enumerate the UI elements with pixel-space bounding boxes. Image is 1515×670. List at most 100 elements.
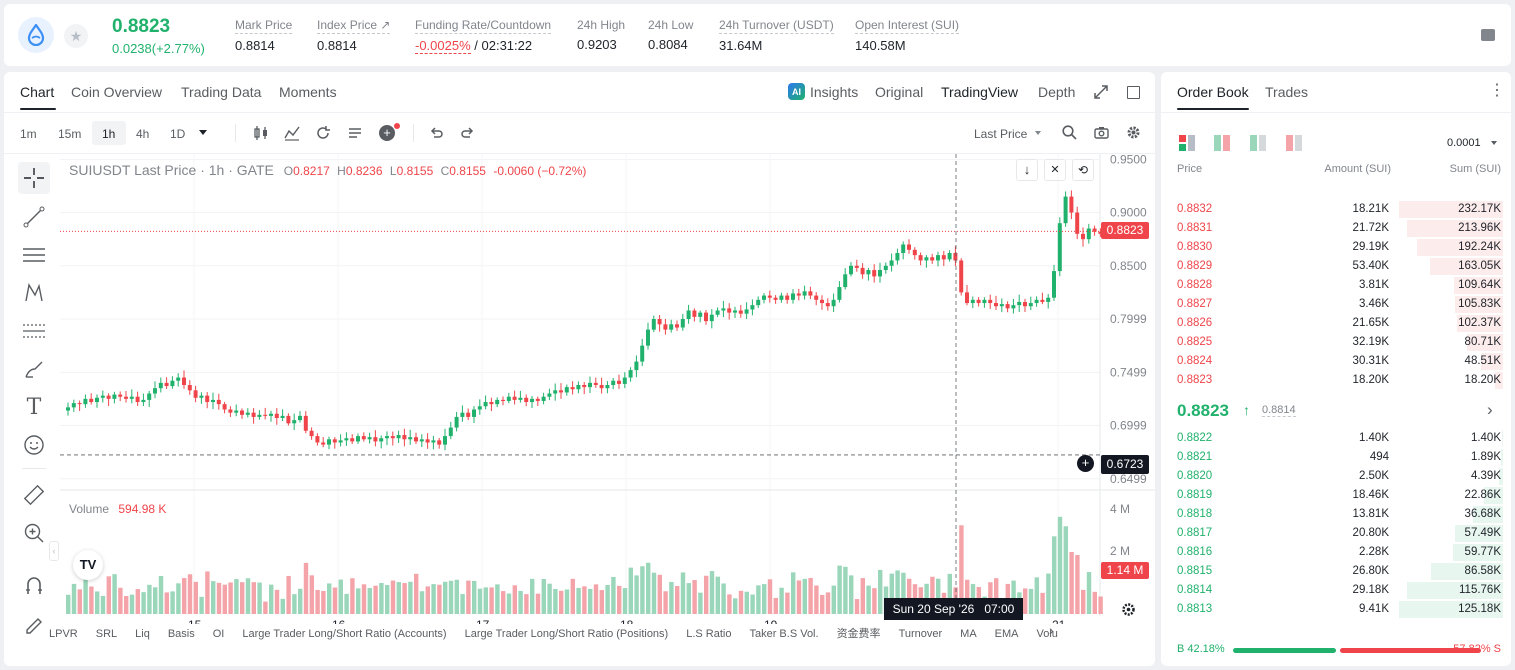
indicator-item[interactable]: Large Trader Long/Short Ratio (Positions… — [464, 628, 669, 640]
bid-row[interactable]: 0.8815 26.80K 86.58K — [1161, 562, 1511, 581]
horizontal-lines-tool-icon[interactable] — [18, 239, 50, 271]
expand-icon[interactable] — [1094, 85, 1108, 102]
indicator-item[interactable]: Large Trader Long/Short Ratio (Accounts) — [242, 628, 447, 640]
ask-row[interactable]: 0.8832 18.21K 232.17K — [1161, 200, 1511, 219]
trendline-tool-icon[interactable] — [18, 201, 50, 233]
bid-row[interactable]: 0.8816 2.28K 59.77K — [1161, 543, 1511, 562]
bid-row[interactable]: 0.8813 9.41K 125.18K — [1161, 600, 1511, 619]
indicator-scroll-right-icon[interactable]: › — [1049, 622, 1054, 638]
ask-row[interactable]: 0.8823 18.20K 18.20K — [1161, 371, 1511, 390]
candle-body — [269, 413, 273, 416]
bid-row[interactable]: 0.8821 494 1.89K — [1161, 448, 1511, 467]
precision-select[interactable]: 0.0001 — [1447, 137, 1481, 149]
indicator-item[interactable]: MA — [960, 628, 977, 640]
candle-body — [466, 412, 471, 417]
layout-icon[interactable] — [347, 125, 363, 144]
candle-type-icon[interactable] — [253, 125, 269, 144]
view-tradingview[interactable]: TradingView — [941, 84, 1019, 100]
view-asks-icon[interactable] — [1286, 135, 1302, 151]
search-icon[interactable] — [1062, 125, 1077, 143]
undo-icon[interactable] — [428, 125, 444, 144]
candle-body — [425, 439, 430, 443]
timeframe-15m[interactable]: 15m — [58, 127, 82, 141]
zoom-in-tool-icon[interactable] — [18, 517, 50, 549]
settings-gear-icon[interactable] — [1126, 125, 1141, 143]
ask-row[interactable]: 0.8827 3.46K 105.83K — [1161, 295, 1511, 314]
chevron-right-icon[interactable]: › — [1487, 400, 1493, 419]
indicator-item[interactable]: LPVR — [49, 628, 78, 640]
pattern-tool-icon[interactable] — [18, 277, 50, 309]
ruler-tool-icon[interactable] — [18, 479, 50, 511]
ask-row[interactable]: 0.8830 29.19K 192.24K — [1161, 238, 1511, 257]
view-depth[interactable]: Depth — [1038, 84, 1076, 100]
ask-row[interactable]: 0.8826 21.65K 102.37K — [1161, 314, 1511, 333]
bid-row[interactable]: 0.8820 2.50K 4.39K — [1161, 467, 1511, 486]
book-icon[interactable] — [1481, 29, 1495, 41]
camera-icon[interactable] — [1094, 126, 1109, 142]
tab-order-book[interactable]: Order Book — [1177, 84, 1249, 100]
indicator-item[interactable]: Taker B.S Vol. — [749, 628, 819, 640]
indicator-item[interactable]: Liq — [135, 628, 150, 640]
timeframe-1d[interactable]: 1D — [170, 127, 186, 141]
price-source-dropdown-icon[interactable] — [1035, 131, 1041, 135]
tab-chart[interactable]: Chart — [20, 84, 55, 100]
collapse-sidebar-icon[interactable]: ‹ — [49, 541, 59, 561]
crosshair-plus-icon[interactable]: + — [1077, 455, 1094, 472]
scroll-down-icon[interactable]: ↓ — [1016, 159, 1038, 181]
chart-settings-icon[interactable] — [1121, 602, 1136, 620]
view-both-icon[interactable] — [1179, 135, 1195, 151]
precision-dropdown-icon[interactable] — [1491, 141, 1497, 145]
text-tool-icon[interactable]: T — [26, 394, 42, 420]
redo-icon[interactable] — [460, 125, 476, 144]
emoji-tool-icon[interactable] — [18, 429, 50, 461]
collapse-icon[interactable]: ✕ — [1044, 159, 1066, 181]
indicator-item[interactable]: Volu — [1036, 628, 1058, 640]
ask-row[interactable]: 0.8825 32.19K 80.71K — [1161, 333, 1511, 352]
timeframe-1m[interactable]: 1m — [20, 127, 37, 141]
brush-tool-icon[interactable] — [18, 353, 50, 385]
price-source-select[interactable]: Last Price — [974, 127, 1028, 141]
indicator-item[interactable]: Basis — [167, 628, 195, 640]
indicator-item[interactable]: 资金费率 — [836, 628, 881, 640]
tab-moments[interactable]: Moments — [279, 84, 337, 100]
bid-row[interactable]: 0.8814 29.18K 115.76K — [1161, 581, 1511, 600]
bid-row[interactable]: 0.8817 20.80K 57.49K — [1161, 524, 1511, 543]
indicator-item[interactable]: Turnover — [898, 628, 943, 640]
volume-bar — [878, 569, 883, 614]
tab-trading-data[interactable]: Trading Data — [181, 84, 262, 100]
view-original[interactable]: Original — [875, 84, 924, 100]
view-bids-asks-icon[interactable] — [1214, 135, 1230, 151]
more-options-icon[interactable]: ⋮ — [1489, 82, 1505, 99]
timeframe-4h[interactable]: 4h — [136, 127, 150, 141]
bid-row[interactable]: 0.8818 13.81K 36.68K — [1161, 505, 1511, 524]
ask-row[interactable]: 0.8829 53.40K 163.05K — [1161, 257, 1511, 276]
replay-icon[interactable] — [315, 125, 331, 144]
view-insights[interactable]: Insights — [810, 84, 859, 100]
view-bids-icon[interactable] — [1250, 135, 1266, 151]
refresh-icon[interactable]: ⟲ — [1072, 159, 1094, 181]
ask-row[interactable]: 0.8824 30.31K 48.51K — [1161, 352, 1511, 371]
volume-bar — [872, 588, 877, 614]
ask-row[interactable]: 0.8828 3.81K 109.64K — [1161, 276, 1511, 295]
tab-trades[interactable]: Trades — [1265, 84, 1309, 100]
indicator-item[interactable]: OI — [212, 628, 225, 640]
tab-coin-overview[interactable]: Coin Overview — [71, 84, 163, 100]
timeframe-dropdown-icon[interactable] — [199, 130, 207, 135]
indicators-icon[interactable] — [284, 125, 300, 144]
fib-tool-icon[interactable] — [18, 315, 50, 347]
favorite-star-icon[interactable]: ★ — [64, 24, 88, 48]
price-chart[interactable]: 0.9500 0.9000 0.8500 0.7999 0.7499 0.6999 0.64… — [60, 154, 1155, 624]
magnet-tool-icon[interactable] — [18, 569, 50, 601]
indicator-item[interactable]: L.S Ratio — [686, 628, 732, 640]
bid-row[interactable]: 0.8819 18.46K 22.86K — [1161, 486, 1511, 505]
bid-row[interactable]: 0.8822 1.40K 1.40K — [1161, 429, 1511, 448]
lock-drawing-icon[interactable] — [18, 607, 50, 639]
indicator-item[interactable]: EMA — [994, 628, 1019, 640]
timeframe-1h[interactable]: 1h — [102, 127, 116, 141]
add-indicator-icon[interactable]: + — [379, 125, 395, 141]
stat-index-price[interactable]: Index Price ↗ 0.8814 — [317, 18, 391, 53]
fullscreen-icon[interactable] — [1127, 86, 1140, 99]
ask-row[interactable]: 0.8831 21.72K 213.96K — [1161, 219, 1511, 238]
crosshair-tool-icon[interactable] — [18, 162, 50, 194]
indicator-item[interactable]: SRL — [95, 628, 118, 640]
